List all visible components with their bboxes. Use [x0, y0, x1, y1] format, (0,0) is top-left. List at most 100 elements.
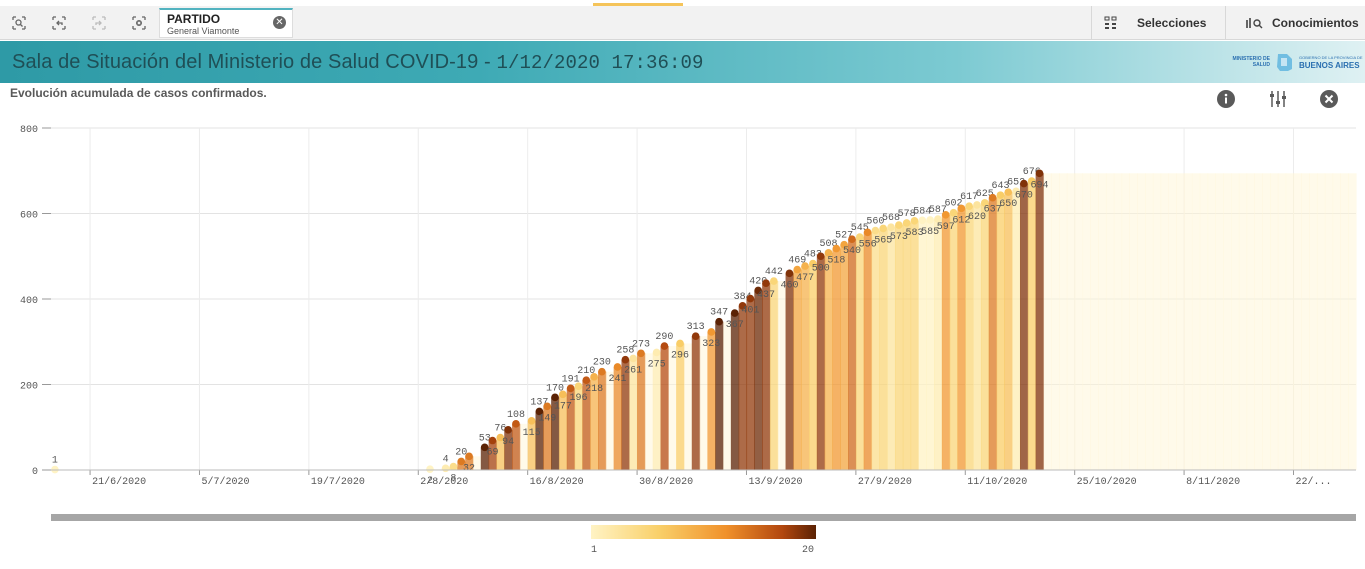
cases-label: 32	[463, 463, 475, 474]
y-tick-label: 800	[20, 125, 38, 136]
selections-button[interactable]: Selecciones	[1091, 6, 1225, 40]
insights-label: Conocimientos	[1272, 16, 1359, 30]
cases-point	[535, 407, 544, 416]
cases-bar	[1277, 173, 1287, 470]
cases-label: 483	[804, 250, 822, 261]
cases-point	[988, 193, 997, 202]
cases-point	[1035, 169, 1044, 178]
cases-bar	[699, 336, 709, 470]
cases-bar	[1066, 173, 1076, 470]
cases-point	[441, 464, 450, 473]
cases-label: 4	[443, 454, 449, 465]
selection-toolbar: PARTIDO General Viamonte ✕ Selecciones C…	[0, 6, 1365, 40]
insights-button[interactable]: Conocimientos	[1225, 6, 1365, 40]
cases-bar	[1074, 173, 1084, 470]
info-icon[interactable]	[1216, 89, 1236, 109]
x-tick-label: 21/6/2020	[92, 476, 146, 488]
cases-bar	[691, 336, 701, 470]
cases-label: 573	[890, 232, 908, 243]
y-tick-label: 200	[20, 382, 38, 393]
cases-point	[941, 210, 950, 219]
x-tick-label: 25/10/2020	[1077, 476, 1137, 488]
smart-search-icon[interactable]	[8, 13, 30, 33]
cases-bar	[1316, 173, 1326, 470]
cases-bar	[644, 353, 654, 470]
cases-bar	[1059, 173, 1068, 470]
cases-point	[965, 202, 973, 211]
cases-bar	[605, 371, 615, 470]
cases-bar	[1293, 173, 1302, 470]
cases-bar	[949, 212, 959, 470]
cases-bar	[1027, 181, 1037, 470]
cases-bar	[1340, 173, 1349, 470]
cases-bar	[504, 429, 513, 470]
cases-label: 460	[780, 280, 798, 291]
cases-bar	[762, 283, 771, 470]
cases-bar	[1004, 192, 1013, 470]
cases-bar	[1129, 173, 1138, 470]
step-forward-icon[interactable]	[88, 13, 110, 33]
cases-point	[762, 279, 770, 287]
cases-label: 565	[874, 235, 892, 246]
cases-label: 115	[523, 428, 541, 439]
cases-point	[1027, 177, 1036, 185]
cases-point	[848, 235, 856, 243]
cases-label: 218	[585, 384, 603, 395]
cases-bar	[926, 219, 935, 470]
cases-bar	[1285, 173, 1295, 470]
chart-scrollbar[interactable]	[51, 514, 1356, 521]
cases-bar	[676, 343, 685, 470]
cases-bar	[707, 331, 716, 470]
cases-bar	[1145, 173, 1154, 470]
cases-point	[934, 215, 942, 223]
cases-point	[480, 443, 489, 452]
cases-label: 500	[812, 263, 830, 274]
close-icon[interactable]	[1319, 89, 1339, 109]
cases-label: 69	[487, 448, 499, 459]
adjust-icon[interactable]	[1268, 89, 1288, 109]
cases-point	[449, 462, 458, 471]
cases-bar	[1019, 183, 1029, 470]
cases-bar	[652, 352, 662, 470]
cases-label: 643	[991, 181, 1009, 192]
cases-bar	[848, 239, 857, 470]
cases-bar	[1098, 173, 1107, 470]
cases-point	[879, 224, 888, 233]
cases-label: 296	[671, 350, 689, 361]
step-back-icon[interactable]	[48, 13, 70, 33]
clear-selection-icon[interactable]: ✕	[273, 16, 286, 29]
cases-label: 241	[609, 374, 627, 385]
cases-bar	[1254, 173, 1263, 470]
cases-bar	[660, 346, 669, 470]
cases-point	[738, 302, 747, 310]
selection-pill-partido[interactable]: PARTIDO General Viamonte ✕	[159, 8, 293, 38]
cases-label: 313	[687, 322, 705, 333]
x-tick-label: 11/10/2020	[967, 476, 1027, 488]
cases-point	[637, 349, 645, 358]
cases-label: 477	[796, 273, 814, 284]
cases-point	[660, 342, 669, 350]
cases-point	[793, 265, 802, 274]
cases-label: 597	[937, 222, 955, 233]
cases-bar	[879, 228, 888, 470]
top-strip	[0, 0, 1365, 6]
cases-bar	[988, 197, 998, 470]
province-emblem-icon	[1277, 54, 1292, 71]
cases-label: 196	[569, 393, 587, 404]
cases-label: 568	[882, 213, 900, 224]
cases-bar	[793, 269, 802, 470]
cases-point	[566, 384, 575, 393]
cases-label: 1	[52, 456, 58, 467]
y-tick-label: 0	[32, 467, 38, 478]
cases-label: 508	[820, 239, 838, 250]
cases-label: 367	[726, 320, 744, 331]
cases-bar	[472, 456, 482, 470]
cases-bar	[1262, 173, 1271, 470]
logo-province-small: GOBIERNO DE LA PROVINCIA DE	[1299, 55, 1363, 60]
cases-point	[488, 436, 497, 445]
cases-bar	[1137, 173, 1146, 470]
cases-bar	[1348, 173, 1357, 470]
cases-label: 149	[538, 413, 556, 424]
color-legend	[591, 525, 816, 539]
clear-all-icon[interactable]	[128, 13, 150, 33]
